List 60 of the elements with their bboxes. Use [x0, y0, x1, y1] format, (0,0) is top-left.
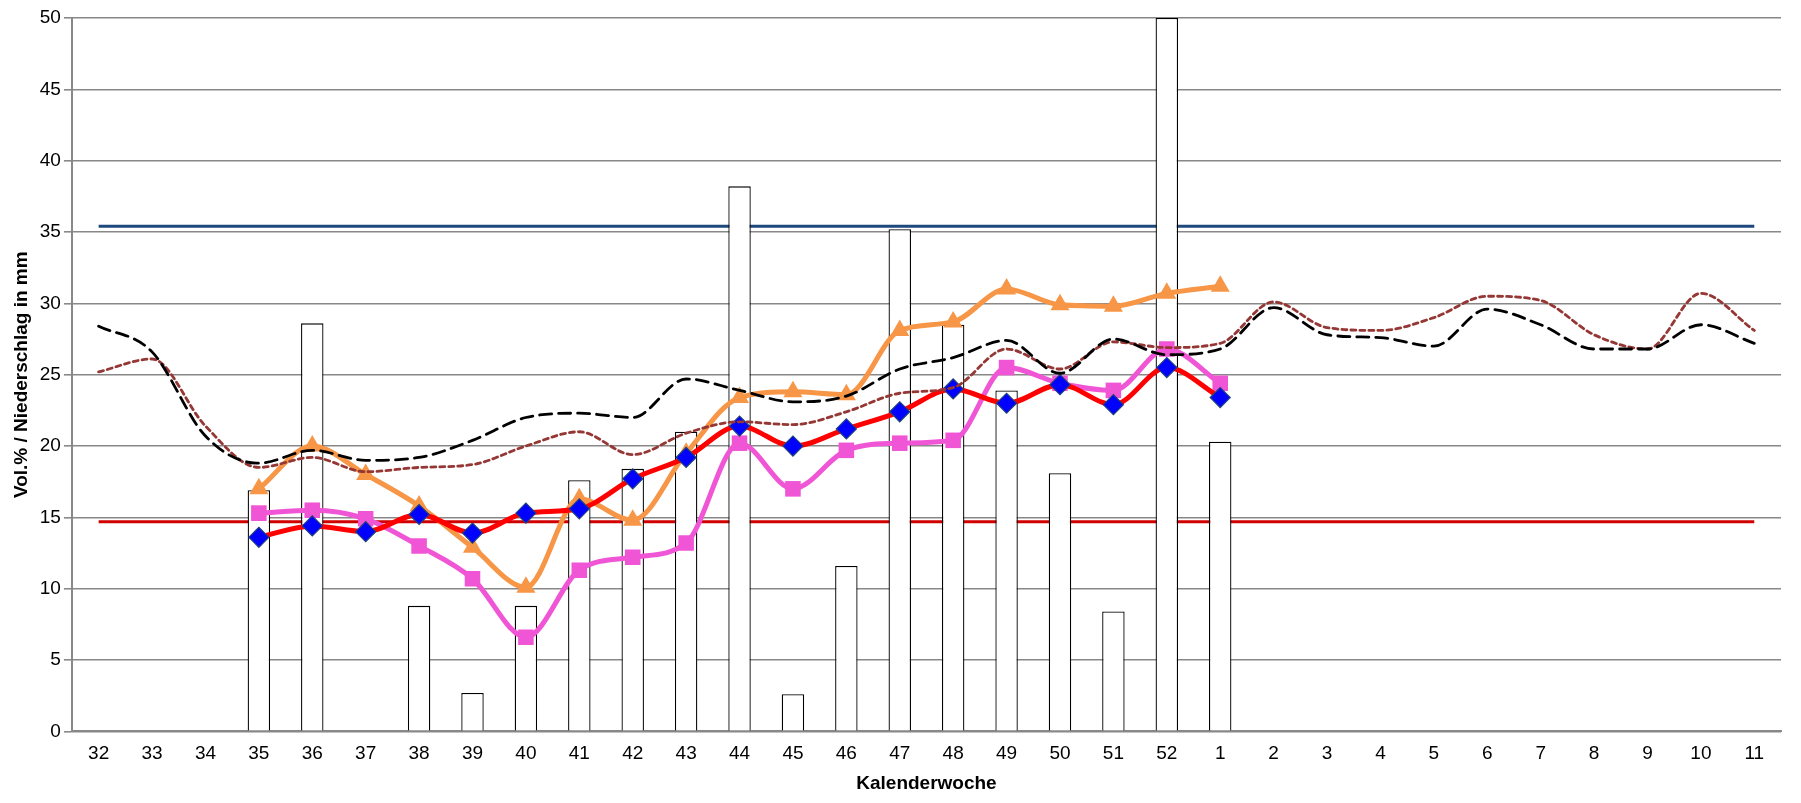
x-tick-label: 47: [889, 742, 911, 764]
x-tick-label: 50: [1049, 742, 1071, 764]
y-tick-label: 25: [39, 362, 61, 384]
y-tick-label: 35: [39, 220, 61, 242]
x-tick-label: 39: [461, 742, 484, 764]
x-tick-label: 46: [835, 742, 857, 764]
y-tick-label: 40: [39, 148, 61, 170]
point: [464, 570, 481, 587]
x-tick-label: 40: [515, 742, 537, 764]
y-tick-label: 0: [50, 719, 61, 741]
x-tick-label: 43: [675, 742, 697, 764]
x-tick-label: 41: [568, 742, 590, 764]
point: [411, 538, 427, 554]
point: [1212, 375, 1228, 392]
x-tick-label: 1: [1214, 742, 1226, 764]
point: [891, 435, 908, 451]
point: [624, 549, 641, 566]
x-tick-label: 7: [1535, 742, 1546, 764]
x-tick-label: 5: [1428, 742, 1440, 764]
x-tick-label: 49: [996, 742, 1018, 764]
x-tick-label: 42: [622, 742, 644, 764]
x-tick-label: 36: [301, 742, 323, 764]
x-tick-label: 35: [248, 742, 270, 764]
point: [945, 432, 961, 449]
point: [518, 629, 534, 646]
y-tick-label: 10: [39, 576, 61, 598]
point: [678, 535, 694, 551]
x-tick-label: 11: [1744, 742, 1765, 764]
point: [571, 562, 588, 578]
y-tick-label: 45: [39, 77, 61, 99]
point: [838, 442, 855, 459]
y-tick-label: 30: [39, 291, 61, 313]
x-axis-title: Kalenderwoche: [856, 771, 997, 793]
x-tick-label: 48: [942, 742, 964, 764]
x-tick-label: 2: [1268, 742, 1279, 764]
point: [304, 502, 321, 519]
x-tick-label: 32: [88, 742, 110, 764]
x-tick-label: 33: [141, 742, 163, 764]
x-tick-label: 38: [408, 742, 430, 764]
y-tick-label: 50: [39, 6, 61, 28]
x-tick-label: 45: [782, 742, 804, 764]
x-tick-label: 44: [728, 742, 751, 764]
x-tick-label: 52: [1156, 742, 1178, 764]
x-tick-label: 3: [1321, 742, 1333, 764]
x-tick-label: 6: [1481, 742, 1493, 764]
x-tick-label: 51: [1102, 742, 1124, 764]
x-tick-label: 4: [1375, 742, 1387, 764]
point: [731, 435, 748, 451]
point: [251, 505, 267, 521]
x-tick-label: 8: [1588, 742, 1600, 764]
point: [998, 359, 1015, 376]
x-tick-label: 10: [1690, 742, 1712, 764]
point: [785, 481, 801, 497]
x-tick-label: 34: [194, 742, 217, 764]
y-tick-label: 15: [39, 505, 61, 527]
x-tick-label: 9: [1642, 742, 1653, 764]
y-tick-label: 20: [39, 434, 61, 456]
y-tick-label: 5: [50, 648, 61, 670]
y-axis-title: Vol.% / Niederschlag in mm: [9, 251, 31, 499]
x-tick-label: 37: [355, 742, 377, 764]
